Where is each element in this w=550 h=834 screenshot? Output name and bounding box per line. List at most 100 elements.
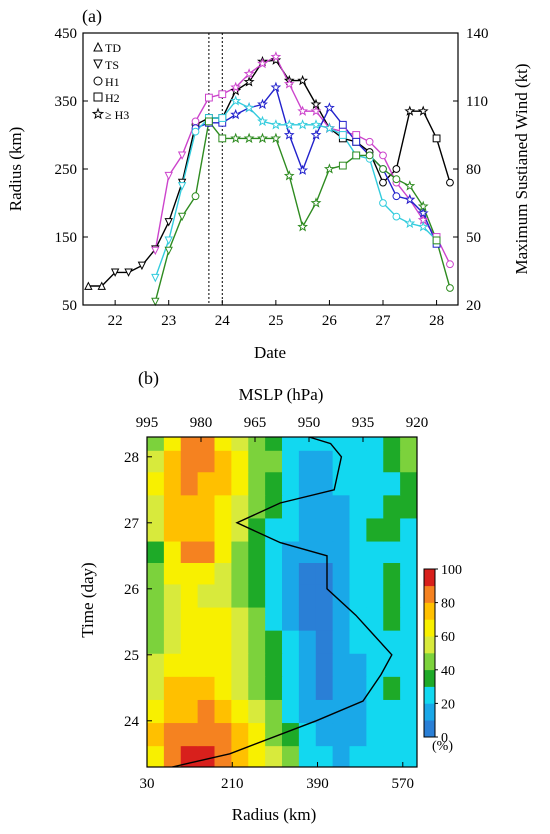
colorbar-swatch [424, 653, 435, 671]
heatmap-cell [315, 583, 334, 608]
heatmap-cell [163, 540, 182, 563]
y-right-tick-label: 20 [466, 298, 481, 314]
x-tick-label: 25 [268, 313, 283, 329]
panel-a: (a) 22 23 24 25 26 27 28 50 150 250 350 450 20 50 80 11… [6, 6, 531, 362]
colorbar-swatch [424, 720, 435, 738]
legend-entry-h2: H2 [93, 91, 120, 105]
heatmap-cell [315, 450, 334, 473]
heatmap-cell [332, 450, 351, 473]
top-axis-label: MSLP (hPa) [239, 385, 324, 404]
legend-entry-ts: TS [93, 58, 119, 72]
x-tick-label: 26 [322, 313, 338, 329]
heatmap-cell [214, 471, 232, 496]
series-line [88, 59, 451, 287]
heatmap-cell [197, 676, 216, 700]
heatmap-cell [400, 494, 417, 519]
heatmap-cell [298, 583, 317, 608]
heatmap-cell [400, 699, 417, 724]
heatmap-cell [349, 630, 367, 654]
heatmap-cell [180, 653, 199, 677]
heatmap-cell [265, 437, 283, 451]
data-point [177, 182, 187, 191]
heatmap-cell [197, 471, 216, 496]
data-point [323, 102, 335, 113]
heatmap-cell [315, 606, 334, 631]
y-tick-label: 50 [62, 298, 77, 314]
data-point [257, 115, 268, 127]
heatmap-cell [265, 676, 283, 700]
data-point [97, 281, 106, 290]
data-point [177, 212, 187, 222]
heatmap-cell [197, 583, 216, 608]
heatmap-cell [366, 606, 384, 631]
heatmap-cell [231, 540, 249, 563]
heatmap-cell [383, 583, 401, 608]
colorbar-swatch [424, 703, 435, 721]
data-point [243, 132, 255, 144]
heatmap-cell [298, 450, 317, 473]
legend-entry-td: TD [93, 41, 121, 55]
heatmap-cell [383, 450, 401, 473]
mslp-line-path [172, 437, 393, 767]
heatmap-cell [147, 450, 165, 473]
heatmap-cell [231, 471, 249, 496]
heatmap-cell [383, 722, 401, 747]
heatmap-cell [315, 745, 334, 767]
data-point [417, 105, 429, 116]
heatmap-cell [180, 437, 199, 451]
heatmap-cell [366, 745, 384, 767]
heatmap-cell [282, 437, 300, 451]
heatmap-cell [383, 745, 401, 767]
heatmap-cell [214, 517, 232, 542]
heatmap-cell [214, 606, 232, 631]
legend-label: TS [105, 58, 119, 72]
data-point [218, 90, 227, 99]
panel-a-ticks: 22 23 24 25 26 27 28 50 150 250 350 450 20 50 80 110 140 [55, 26, 489, 329]
data-point [110, 268, 120, 277]
heatmap-cell [349, 745, 367, 767]
heatmap-cell [332, 606, 351, 631]
heatmap-cell [383, 630, 401, 654]
heatmap-cell [282, 517, 300, 542]
data-point [283, 129, 295, 140]
data-point [270, 54, 282, 65]
heatmap-cell [197, 606, 216, 631]
heatmap-cell [315, 471, 334, 496]
x-axis-label: Date [254, 343, 286, 362]
data-point [137, 261, 147, 271]
y-right-tick-label: 80 [466, 162, 481, 178]
heatmap-cell [147, 745, 165, 767]
heatmap-cell [315, 722, 334, 747]
legend-label: ≥ H3 [105, 108, 129, 122]
panel-b-frame [146, 436, 418, 768]
heatmap-cell [315, 699, 334, 724]
heatmap-cell [197, 540, 216, 563]
heatmap-cell [366, 517, 384, 542]
data-point [323, 163, 335, 174]
heatmap-cell [400, 437, 417, 451]
heatmap-cell [231, 699, 249, 724]
heatmap-cell [332, 494, 351, 519]
heatmap-cell [147, 562, 165, 585]
heatmap-cell [265, 745, 283, 767]
heatmap-cell [265, 653, 283, 677]
data-point [124, 268, 133, 277]
heatmap-cell [400, 517, 417, 542]
colorbar-unit: (%) [432, 739, 453, 754]
heatmap-cell [265, 606, 283, 631]
heatmap-cell [383, 540, 401, 563]
heatmap-cell [349, 494, 367, 519]
heatmap-cell [214, 583, 232, 608]
heatmap-cell [282, 699, 300, 724]
colorbar-swatch [424, 602, 435, 620]
data-point [297, 221, 308, 232]
heatmap-cell [147, 630, 165, 654]
data-point [352, 151, 361, 160]
x-tick-label: 22 [108, 313, 123, 329]
heatmap-cell [248, 653, 266, 677]
legend-label: H2 [105, 91, 120, 105]
x-tick-label: 23 [161, 313, 176, 329]
y-axis-label: Time (day) [78, 562, 97, 637]
data-point [310, 129, 322, 140]
